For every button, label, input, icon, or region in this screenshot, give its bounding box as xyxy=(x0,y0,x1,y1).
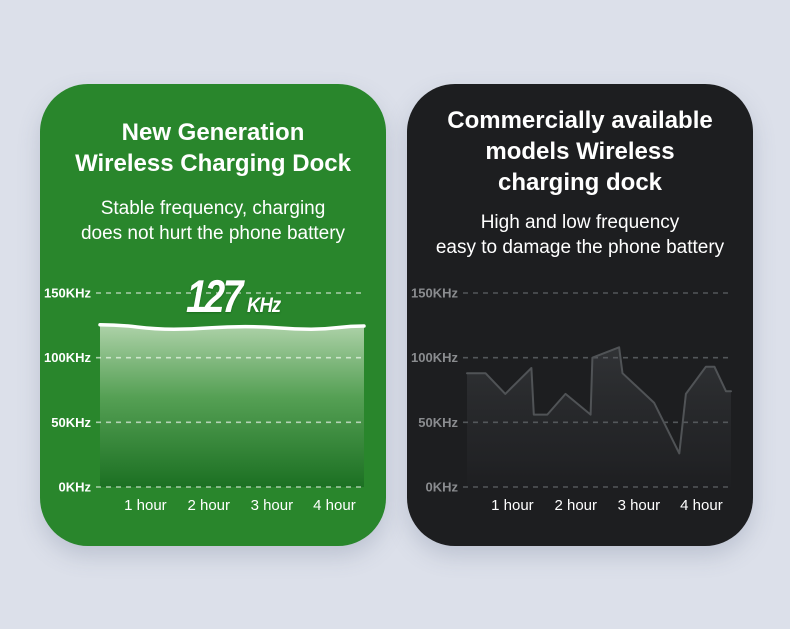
new-generation-card: New Generation Wireless Charging Dock St… xyxy=(40,84,386,546)
left-card-title: New Generation Wireless Charging Dock xyxy=(40,117,386,179)
stable-frequency-chart: 150KHz 100KHz 50KHz 0KHz 1 hour 2 hour 3 hour 4… xyxy=(40,260,386,518)
svg-text:0KHz: 0KHz xyxy=(425,480,458,495)
svg-text:100KHz: 100KHz xyxy=(411,350,458,365)
right-title-line-2: models Wireless xyxy=(485,138,675,165)
left-card-subtitle: Stable frequency, charging does not hurt… xyxy=(40,196,386,246)
frequency-annotation: 127 KHz xyxy=(100,270,364,322)
fluctuating-frequency-chart-svg: 150KHz 100KHz 50KHz 0KHz 1 hour 2 hour 3 hour 4… xyxy=(411,286,732,514)
svg-text:3 hour: 3 hour xyxy=(251,497,294,514)
svg-text:50KHz: 50KHz xyxy=(418,415,458,430)
svg-text:2 hour: 2 hour xyxy=(554,497,597,514)
stable-frequency-chart-svg: 150KHz 100KHz 50KHz 0KHz 1 hour 2 hour 3 hour 4… xyxy=(44,286,366,514)
right-subtitle-line-2: easy to damage the phone battery xyxy=(435,237,725,258)
right-subtitle-line-1: High and low frequency xyxy=(480,212,680,233)
right-card-title: Commercially available models Wireless c… xyxy=(407,105,753,198)
svg-text:4 hour: 4 hour xyxy=(313,497,356,514)
svg-text:0KHz: 0KHz xyxy=(58,480,91,495)
svg-text:1 hour: 1 hour xyxy=(124,497,167,514)
svg-text:1 hour: 1 hour xyxy=(491,497,534,514)
right-title-line-1: Commercially available xyxy=(447,107,713,134)
fluctuating-frequency-chart: 150KHz 100KHz 50KHz 0KHz 1 hour 2 hour 3 hour 4… xyxy=(407,260,753,518)
svg-text:4 hour: 4 hour xyxy=(680,497,723,514)
left-subtitle-line-2: does not hurt the phone battery xyxy=(80,223,346,244)
svg-text:50KHz: 50KHz xyxy=(51,415,91,430)
svg-text:150KHz: 150KHz xyxy=(411,286,458,301)
right-title-line-3: charging dock xyxy=(497,169,663,196)
commercial-models-card: Commercially available models Wireless c… xyxy=(407,84,753,546)
svg-text:3 hour: 3 hour xyxy=(618,497,661,514)
frequency-value: 127 xyxy=(185,270,242,322)
svg-text:100KHz: 100KHz xyxy=(44,350,91,365)
frequency-unit: KHz xyxy=(246,294,281,317)
right-card-subtitle: High and low frequency easy to damage th… xyxy=(407,210,753,260)
svg-text:2 hour: 2 hour xyxy=(187,497,230,514)
left-title-line-1: New Generation xyxy=(121,119,305,146)
left-title-line-2: Wireless Charging Dock xyxy=(75,150,351,177)
left-subtitle-line-1: Stable frequency, charging xyxy=(100,198,326,219)
svg-text:150KHz: 150KHz xyxy=(44,286,91,301)
